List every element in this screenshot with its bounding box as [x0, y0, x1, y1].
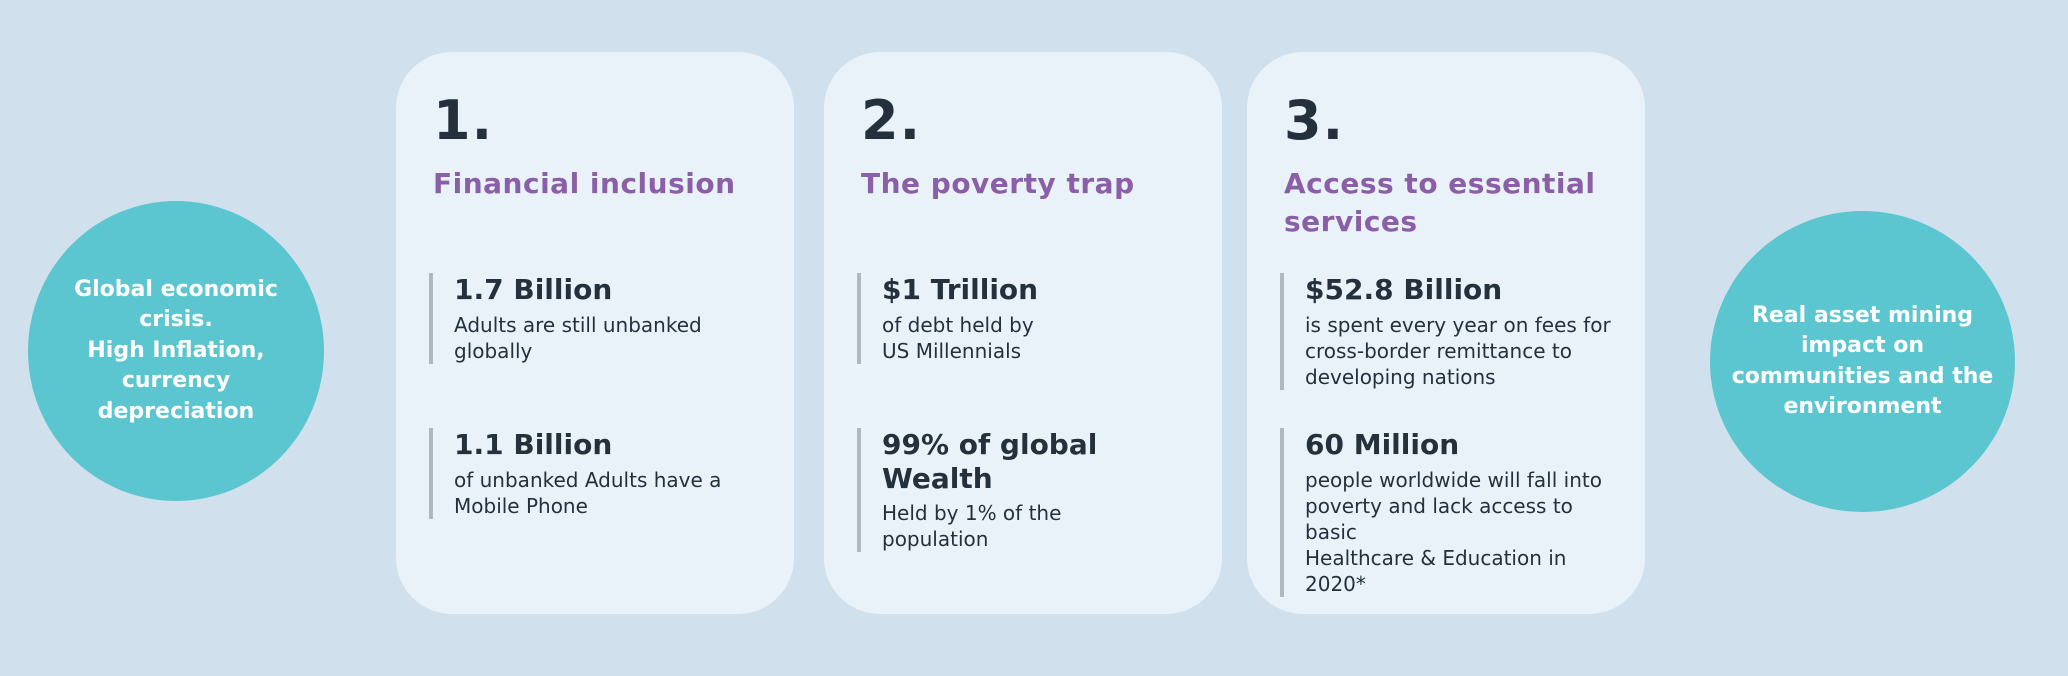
- card-title: Access to essential services: [1284, 167, 1596, 238]
- stat-value: 1.1 Billion: [454, 428, 613, 461]
- stat-block: 60 Million people worldwide will fall in…: [1280, 428, 1627, 597]
- card-poverty-trap: 2. The poverty trap $1 Trillion of debt …: [824, 52, 1222, 614]
- stat-description: Held by 1% of the population: [882, 501, 1062, 552]
- stat-value: $1 Trillion: [882, 273, 1039, 306]
- stat-value: 1.7 Billion: [454, 273, 613, 306]
- card-title: Financial inclusion: [433, 167, 736, 200]
- card-number: 3.: [1284, 89, 1345, 152]
- card-title: The poverty trap: [861, 167, 1135, 200]
- card-financial-inclusion: 1. Financial inclusion 1.7 Billion Adult…: [396, 52, 794, 614]
- stat-description: people worldwide will fall into poverty …: [1305, 467, 1602, 596]
- stat-description: of debt held by US Millennials: [882, 312, 1034, 363]
- stat-description: Adults are still unbanked globally: [454, 312, 702, 363]
- stat-block: 1.1 Billion of unbanked Adults have a Mo…: [429, 428, 776, 519]
- stat-value: 60 Million: [1305, 428, 1460, 461]
- global-crisis-bubble: Global economic crisis. High Inflation, …: [28, 201, 324, 501]
- stat-block: 99% of global Wealth Held by 1% of the p…: [857, 428, 1204, 553]
- mining-impact-bubble: Real asset mining impact on communities …: [1710, 211, 2015, 512]
- mining-impact-bubble-text: Real asset mining impact on communities …: [1731, 302, 1994, 419]
- card-number: 1.: [433, 89, 494, 152]
- stat-block: $1 Trillion of debt held by US Millennia…: [857, 273, 1204, 364]
- global-crisis-bubble-text: Global economic crisis. High Inflation, …: [74, 277, 278, 424]
- stat-description: is spent every year on fees for cross-bo…: [1305, 312, 1611, 389]
- stat-value: $52.8 Billion: [1305, 273, 1503, 306]
- card-number: 2.: [861, 89, 922, 152]
- card-access-essential-services: 3. Access to essential services $52.8 Bi…: [1247, 52, 1645, 614]
- stat-value: 99% of global Wealth: [882, 428, 1098, 495]
- stat-description: of unbanked Adults have a Mobile Phone: [454, 467, 722, 518]
- stat-block: 1.7 Billion Adults are still unbanked gl…: [429, 273, 776, 364]
- stat-block: $52.8 Billion is spent every year on fee…: [1280, 273, 1627, 390]
